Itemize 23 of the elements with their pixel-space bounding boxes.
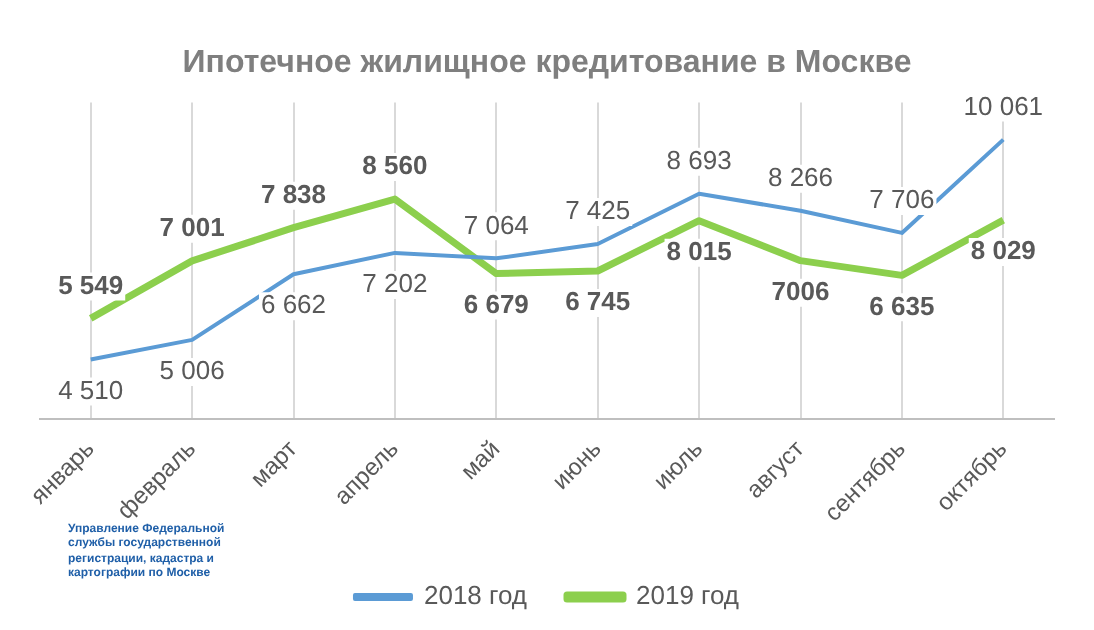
data-label: 6 679 [463,288,529,319]
data-label: 6 745 [565,286,631,317]
chart-title: Ипотечное жилищное кредитование в Москве [182,46,912,81]
data-label: 8 266 [767,161,834,192]
data-label: 7006 [771,275,830,306]
data-label: 8 693 [666,144,732,175]
data-label: 8 029 [970,235,1036,266]
data-label: 8 560 [362,150,428,181]
legend-label: 2018 год [423,580,528,611]
data-label: 5 006 [159,355,225,386]
data-label: 7 425 [565,195,631,226]
data-label: 6 662 [260,289,327,320]
data-label: 7 838 [260,178,327,209]
data-label: 7 706 [869,184,935,215]
data-label: 5 549 [58,269,124,300]
data-label: 7 064 [463,209,529,240]
data-label: 8 015 [666,235,732,266]
data-label: 7 001 [159,212,225,243]
data-label: 7 202 [362,268,428,299]
data-label: 4 510 [58,374,124,405]
legend-label: 2019 год [636,580,740,611]
data-label: 10 061 [963,90,1044,121]
data-label: 6 635 [869,290,935,321]
